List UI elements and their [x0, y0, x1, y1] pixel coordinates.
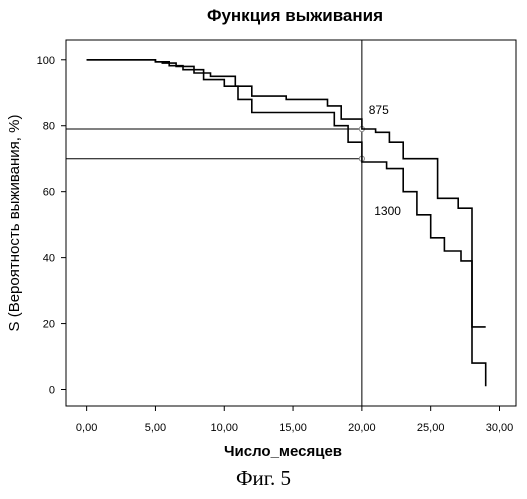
x-tick-label: 15,00: [279, 422, 307, 434]
survival-chart: Функция выживания 875 1300 0 20 40 60 80 100 0…: [6, 6, 517, 460]
x-tick-label: 10,00: [210, 422, 238, 434]
y-tick-label: 0: [49, 385, 55, 397]
curve-label-875: 875: [369, 103, 389, 117]
series-line-1300: [86, 59, 487, 387]
y-tick-label: 40: [43, 253, 55, 265]
figure-caption: Фиг. 5: [235, 466, 292, 490]
curve-label-1300: 1300: [374, 204, 401, 218]
x-axis-title: Число_месяцев: [224, 443, 342, 460]
x-tick-label: 25,00: [417, 422, 445, 434]
x-tick-label: 5,00: [145, 422, 166, 434]
annotation-labels: 875 1300: [369, 103, 402, 218]
y-axis: 0 20 40 60 80 100: [37, 55, 66, 397]
y-tick-label: 60: [43, 187, 55, 199]
y-tick-label: 80: [43, 121, 55, 133]
plot-frame: [65, 39, 517, 407]
x-axis: 0,00 5,00 10,00 15,00 20,00 25,00 30,00: [76, 406, 513, 434]
x-tick-label: 30,00: [486, 422, 514, 434]
y-axis-title: S (Вероятность выживания, %): [6, 115, 23, 332]
series-group: [86, 59, 487, 387]
y-tick-label: 100: [37, 55, 55, 67]
y-tick-label: 20: [43, 319, 55, 331]
x-tick-label: 0,00: [76, 422, 97, 434]
chart-title: Функция выживания: [207, 6, 383, 25]
x-tick-label: 20,00: [348, 422, 376, 434]
